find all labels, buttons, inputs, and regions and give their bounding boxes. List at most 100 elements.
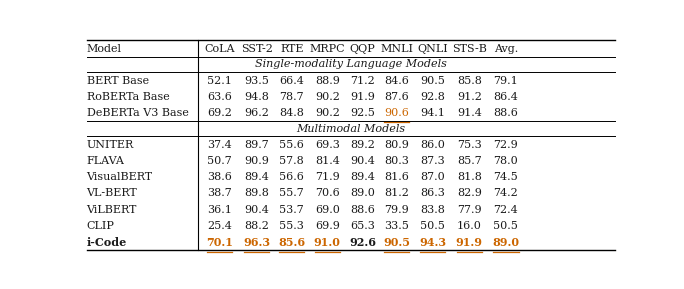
Text: 92.5: 92.5 (350, 108, 376, 118)
Text: RTE: RTE (280, 44, 304, 54)
Text: 94.3: 94.3 (419, 237, 446, 248)
Text: 86.4: 86.4 (493, 92, 518, 102)
Text: 90.6: 90.6 (384, 108, 409, 118)
Text: 74.2: 74.2 (493, 188, 518, 199)
Text: 50.5: 50.5 (493, 221, 518, 231)
Text: BERT Base: BERT Base (87, 75, 148, 86)
Text: 81.2: 81.2 (384, 188, 409, 199)
Text: 77.9: 77.9 (457, 205, 482, 215)
Text: 79.9: 79.9 (384, 205, 409, 215)
Text: MRPC: MRPC (309, 44, 345, 54)
Text: 91.9: 91.9 (456, 237, 483, 248)
Text: 85.8: 85.8 (457, 75, 482, 86)
Text: VL-BERT: VL-BERT (87, 188, 137, 199)
Text: 92.8: 92.8 (420, 92, 445, 102)
Text: 94.1: 94.1 (420, 108, 445, 118)
Text: STS-B: STS-B (452, 44, 487, 54)
Text: 85.6: 85.6 (278, 237, 305, 248)
Text: 78.7: 78.7 (279, 92, 304, 102)
Text: 16.0: 16.0 (457, 221, 482, 231)
Text: 87.0: 87.0 (421, 172, 445, 182)
Text: 94.8: 94.8 (244, 92, 269, 102)
Text: 63.6: 63.6 (207, 92, 232, 102)
Text: 55.3: 55.3 (279, 221, 304, 231)
Text: 81.8: 81.8 (457, 172, 482, 182)
Text: 72.4: 72.4 (493, 205, 518, 215)
Text: 65.3: 65.3 (350, 221, 376, 231)
Text: 91.0: 91.0 (314, 237, 341, 248)
Text: 96.3: 96.3 (243, 237, 270, 248)
Text: 89.0: 89.0 (350, 188, 376, 199)
Text: 90.9: 90.9 (244, 156, 269, 166)
Text: 72.9: 72.9 (493, 140, 518, 150)
Text: 92.6: 92.6 (350, 237, 376, 248)
Text: 55.7: 55.7 (279, 188, 304, 199)
Text: ViLBERT: ViLBERT (87, 205, 137, 215)
Text: 56.6: 56.6 (279, 172, 304, 182)
Text: 84.8: 84.8 (279, 108, 304, 118)
Text: UNITER: UNITER (87, 140, 134, 150)
Text: 89.4: 89.4 (244, 172, 269, 182)
Text: 96.2: 96.2 (244, 108, 269, 118)
Text: 36.1: 36.1 (207, 205, 232, 215)
Text: 25.4: 25.4 (207, 221, 232, 231)
Text: 69.3: 69.3 (315, 140, 340, 150)
Text: 87.6: 87.6 (384, 92, 409, 102)
Text: 69.0: 69.0 (315, 205, 340, 215)
Text: 86.0: 86.0 (420, 140, 445, 150)
Text: Single-modality Language Models: Single-modality Language Models (254, 60, 447, 69)
Text: 52.1: 52.1 (207, 75, 232, 86)
Text: 82.9: 82.9 (457, 188, 482, 199)
Text: FLAVA: FLAVA (87, 156, 124, 166)
Text: Avg.: Avg. (494, 44, 518, 54)
Text: 66.4: 66.4 (279, 75, 304, 86)
Text: Multimodal Models: Multimodal Models (296, 124, 405, 134)
Text: 71.9: 71.9 (315, 172, 339, 182)
Text: 89.0: 89.0 (492, 237, 519, 248)
Text: 81.4: 81.4 (315, 156, 340, 166)
Text: 90.2: 90.2 (315, 108, 340, 118)
Text: 37.4: 37.4 (207, 140, 232, 150)
Text: 90.2: 90.2 (315, 92, 340, 102)
Text: 75.3: 75.3 (457, 140, 482, 150)
Text: 38.7: 38.7 (207, 188, 232, 199)
Text: 83.8: 83.8 (420, 205, 445, 215)
Text: 50.5: 50.5 (420, 221, 445, 231)
Text: 88.6: 88.6 (493, 108, 518, 118)
Text: QNLI: QNLI (417, 44, 448, 54)
Text: 91.9: 91.9 (350, 92, 376, 102)
Text: 80.3: 80.3 (384, 156, 409, 166)
Text: VisualBERT: VisualBERT (87, 172, 153, 182)
Text: 89.4: 89.4 (350, 172, 376, 182)
Text: 70.1: 70.1 (206, 237, 233, 248)
Text: 55.6: 55.6 (279, 140, 304, 150)
Text: 69.9: 69.9 (315, 221, 340, 231)
Text: SST-2: SST-2 (241, 44, 273, 54)
Text: 91.2: 91.2 (457, 92, 482, 102)
Text: 89.2: 89.2 (350, 140, 376, 150)
Text: 90.5: 90.5 (383, 237, 410, 248)
Text: 70.6: 70.6 (315, 188, 339, 199)
Text: QQP: QQP (350, 44, 376, 54)
Text: 86.3: 86.3 (420, 188, 445, 199)
Text: 69.2: 69.2 (207, 108, 232, 118)
Text: 90.4: 90.4 (244, 205, 269, 215)
Text: 78.0: 78.0 (493, 156, 518, 166)
Text: Model: Model (87, 44, 122, 54)
Text: 90.4: 90.4 (350, 156, 376, 166)
Text: 91.4: 91.4 (457, 108, 482, 118)
Text: 87.3: 87.3 (421, 156, 445, 166)
Text: CLIP: CLIP (87, 221, 114, 231)
Text: 71.2: 71.2 (350, 75, 375, 86)
Text: MNLI: MNLI (380, 44, 413, 54)
Text: CoLA: CoLA (205, 44, 235, 54)
Text: i-Code: i-Code (87, 237, 127, 248)
Text: 90.5: 90.5 (420, 75, 445, 86)
Text: 88.2: 88.2 (244, 221, 269, 231)
Text: 81.6: 81.6 (384, 172, 409, 182)
Text: 89.7: 89.7 (244, 140, 269, 150)
Text: 74.5: 74.5 (493, 172, 518, 182)
Text: 88.6: 88.6 (350, 205, 376, 215)
Text: 33.5: 33.5 (384, 221, 409, 231)
Text: 84.6: 84.6 (384, 75, 409, 86)
